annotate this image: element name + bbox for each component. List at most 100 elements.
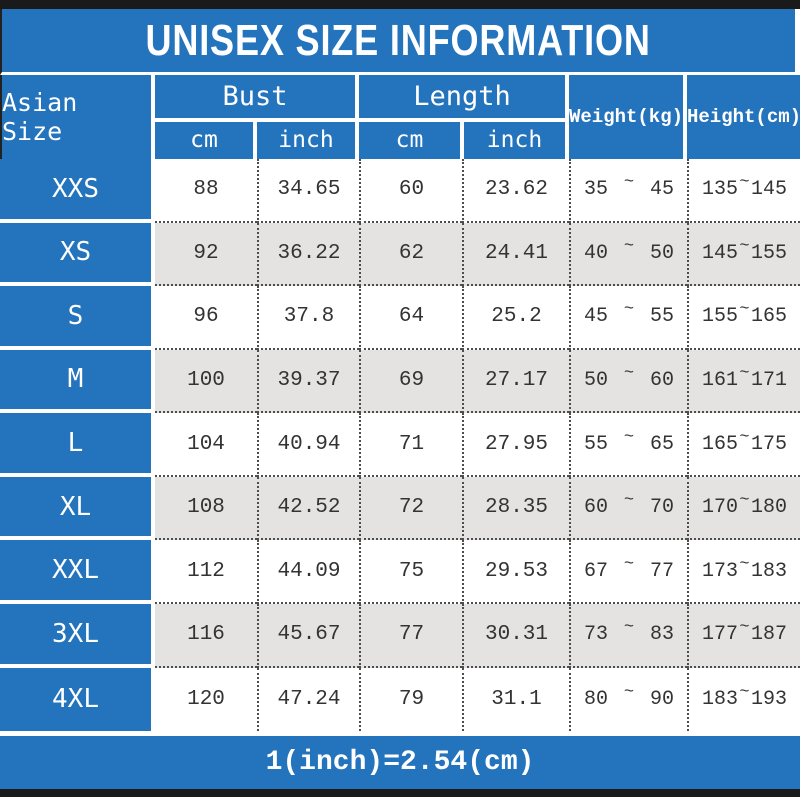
- height-max: 175: [750, 432, 787, 456]
- height-max: 155: [750, 241, 787, 265]
- size-label: XXS: [0, 159, 155, 223]
- length-cm-value: 62: [359, 222, 462, 287]
- weight-range: 67 ~ 77: [569, 540, 687, 604]
- weight-max: 65: [649, 432, 674, 456]
- size-label: L: [0, 413, 155, 477]
- weight-max: 45: [649, 178, 674, 202]
- table-row-4xl: 4XL 120 47.24 79 31.1 80 ~ 90 183 ~ 193: [0, 667, 800, 732]
- tilde-separator: ~: [623, 300, 635, 320]
- height-range: 161 ~ 171: [687, 349, 800, 414]
- bust-inch-value: 37.8: [257, 286, 359, 350]
- length-cm-value: 64: [359, 286, 462, 350]
- length-inch-value: 24.41: [462, 222, 569, 287]
- length-inch-value: 31.1: [462, 667, 569, 732]
- table-body: XXS 88 34.65 60 23.62 35 ~ 45 135 ~ 145 …: [0, 159, 800, 732]
- weight-max: 50: [649, 241, 674, 265]
- size-label: M: [0, 349, 155, 414]
- weight-range: 40 ~ 50: [569, 222, 687, 287]
- tilde-separator: ~: [739, 173, 750, 193]
- weight-max: 83: [649, 623, 674, 647]
- bust-cm-value: 108: [155, 477, 257, 541]
- weight-min: 73: [584, 623, 609, 647]
- tilde-separator: ~: [623, 682, 635, 702]
- tilde-separator: ~: [623, 236, 635, 256]
- length-cm-value: 79: [359, 667, 462, 732]
- size-label: 4XL: [0, 667, 155, 732]
- footer-separator: [0, 731, 800, 736]
- length-inch-value: 23.62: [462, 159, 569, 223]
- weight-range: 35 ~ 45: [569, 159, 687, 223]
- length-cm-value: 60: [359, 159, 462, 223]
- bust-cm-value: 104: [155, 413, 257, 477]
- size-label: XXL: [0, 540, 155, 604]
- length-cm-value: 69: [359, 349, 462, 414]
- bust-cm-value: 116: [155, 604, 257, 668]
- bust-inch-value: 45.67: [257, 603, 359, 668]
- header-bust-units: cm inch: [155, 121, 355, 159]
- header-group-bust: Bust cm inch: [155, 75, 355, 159]
- height-min: 170: [702, 496, 739, 520]
- size-label: XL: [0, 476, 155, 541]
- weight-max: 90: [649, 687, 674, 711]
- tilde-separator: ~: [623, 554, 635, 574]
- size-label: 3XL: [0, 603, 155, 668]
- bust-inch-value: 36.22: [257, 222, 359, 287]
- header-bust-inch: inch: [257, 121, 355, 159]
- length-cm-value: 75: [359, 540, 462, 604]
- bottom-black-bar: [0, 789, 800, 797]
- height-min: 155: [702, 305, 739, 329]
- bust-inch-value: 47.24: [257, 667, 359, 732]
- table-row-s: S 96 37.8 64 25.2 45 ~ 55 155 ~ 165: [0, 286, 800, 350]
- header-bust: Bust: [155, 75, 355, 118]
- tilde-separator: ~: [739, 300, 750, 320]
- height-min: 145: [702, 241, 739, 265]
- bust-cm-value: 92: [155, 223, 257, 287]
- weight-min: 60: [584, 496, 609, 520]
- header-weight: Weight(kg): [569, 75, 683, 159]
- weight-max: 55: [649, 305, 674, 329]
- height-max: 193: [750, 687, 787, 711]
- bust-cm-value: 100: [155, 350, 257, 414]
- weight-range: 55 ~ 65: [569, 413, 687, 477]
- bust-inch-value: 34.65: [257, 159, 359, 223]
- table-row-xl: XL 108 42.52 72 28.35 60 ~ 70 170 ~ 180: [0, 476, 800, 541]
- table-row-xs: XS 92 36.22 62 24.41 40 ~ 50 145 ~ 155: [0, 222, 800, 287]
- tilde-separator: ~: [623, 173, 635, 193]
- table-row-xxs: XXS 88 34.65 60 23.62 35 ~ 45 135 ~ 145: [0, 159, 800, 223]
- weight-min: 80: [584, 687, 609, 711]
- height-range: 177 ~ 187: [687, 603, 800, 668]
- height-range: 145 ~ 155: [687, 222, 800, 287]
- length-inch-value: 27.95: [462, 413, 569, 477]
- header-length: Length: [359, 75, 565, 118]
- height-range: 165 ~ 175: [687, 413, 800, 477]
- bust-inch-value: 39.37: [257, 349, 359, 414]
- length-cm-value: 71: [359, 413, 462, 477]
- weight-max: 70: [649, 496, 674, 520]
- length-inch-value: 28.35: [462, 476, 569, 541]
- tilde-separator: ~: [623, 363, 635, 383]
- conversion-note: 1(inch)=2.54(cm): [265, 747, 535, 778]
- weight-min: 45: [584, 305, 609, 329]
- height-min: 183: [702, 687, 739, 711]
- table-row-l: L 104 40.94 71 27.95 55 ~ 65 165 ~ 175: [0, 413, 800, 477]
- bust-cm-value: 120: [187, 687, 225, 711]
- bust-inch-value: 42.52: [257, 476, 359, 541]
- height-max: 183: [750, 559, 787, 583]
- weight-max: 77: [649, 559, 674, 583]
- title-band: UNISEX SIZE INFORMATION: [0, 9, 795, 75]
- header-asian-size: Asian Size: [2, 75, 151, 159]
- weight-min: 50: [584, 368, 609, 392]
- table-header: Asian Size Bust cm inch Length cm inch W…: [0, 75, 800, 159]
- height-min: 165: [702, 432, 739, 456]
- length-cm-value: 77: [359, 603, 462, 668]
- tilde-separator: ~: [739, 618, 750, 638]
- length-inch-value: 27.17: [462, 349, 569, 414]
- length-cm-value: 72: [359, 476, 462, 541]
- tilde-separator: ~: [739, 427, 750, 447]
- height-max: 180: [750, 496, 787, 520]
- weight-min: 67: [584, 559, 609, 583]
- weight-min: 40: [584, 241, 609, 265]
- tilde-separator: ~: [739, 491, 750, 511]
- bust-inch-value: 40.94: [257, 413, 359, 477]
- length-inch-value: 25.2: [462, 286, 569, 350]
